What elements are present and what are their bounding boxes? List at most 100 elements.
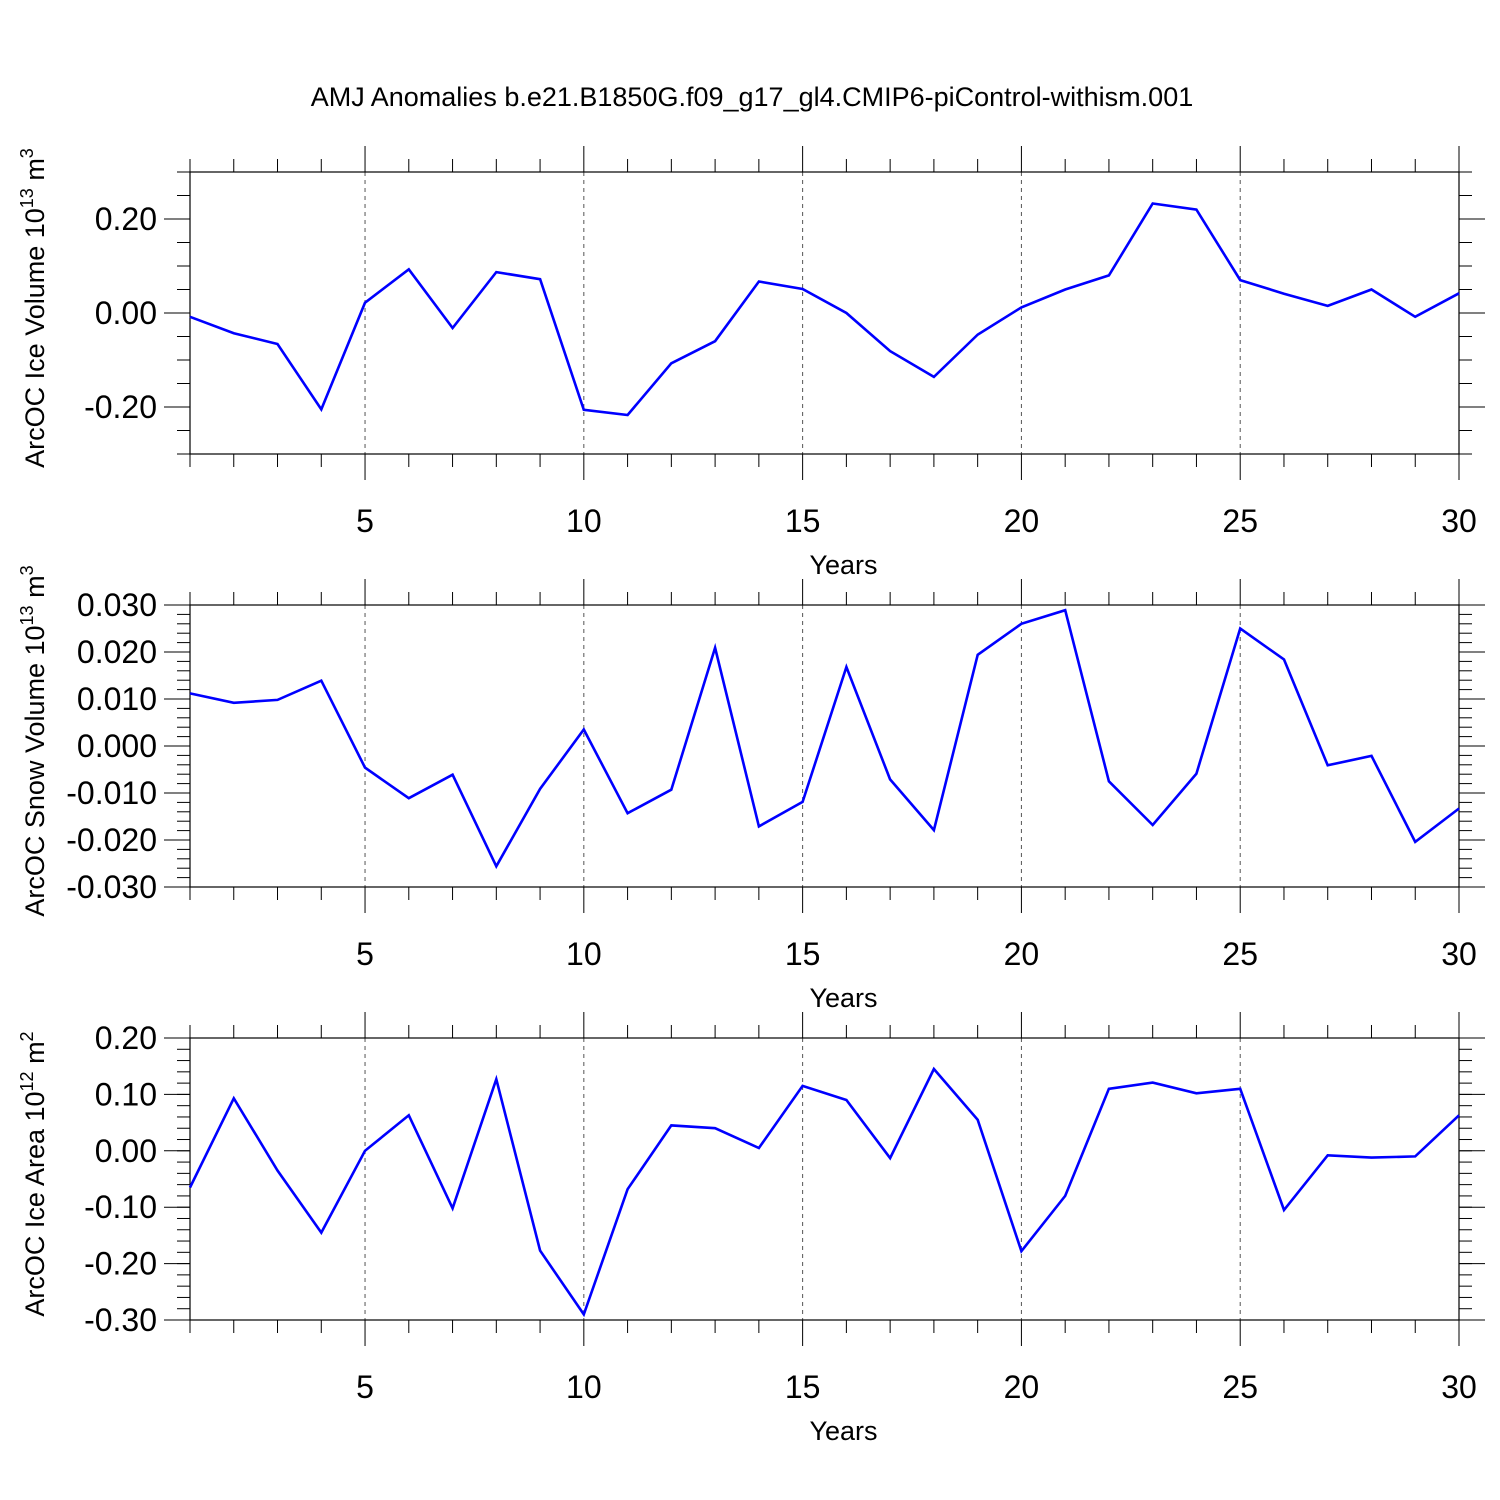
- data-point: [801, 1084, 805, 1088]
- y-axis-label: ArcOC Ice Area 1012 m2: [17, 1031, 50, 1316]
- x-tick-label: 5: [356, 936, 374, 972]
- data-point: [976, 1118, 980, 1122]
- data-point: [1326, 763, 1330, 767]
- y-tick-label: 0.000: [77, 728, 157, 764]
- data-point: [451, 1206, 455, 1210]
- data-point: [451, 326, 455, 330]
- data-point: [407, 267, 411, 271]
- y-tick-label: 0.20: [95, 201, 157, 237]
- data-point: [582, 1312, 586, 1316]
- data-point: [232, 331, 236, 335]
- data-point: [276, 1169, 280, 1173]
- data-point: [232, 1096, 236, 1100]
- data-point: [319, 679, 323, 683]
- data-point: [976, 333, 980, 337]
- series-line: [189, 608, 1460, 870]
- series-line: [189, 202, 1460, 417]
- data-point: [1282, 1208, 1286, 1212]
- data-point: [232, 701, 236, 705]
- data-point: [276, 698, 280, 702]
- data-point: [1194, 208, 1198, 212]
- data-point: [1457, 291, 1461, 295]
- x-axis-label: Years: [809, 1416, 877, 1446]
- data-point: [276, 342, 280, 346]
- data-point: [976, 653, 980, 657]
- data-point: [1238, 278, 1242, 282]
- data-point: [1238, 627, 1242, 631]
- data-point: [319, 1231, 323, 1235]
- x-tick-label: 30: [1441, 1369, 1477, 1405]
- data-point: [713, 339, 717, 343]
- data-point: [713, 1126, 717, 1130]
- x-tick-label: 30: [1441, 936, 1477, 972]
- x-tick-label: 25: [1222, 1369, 1258, 1405]
- data-point: [1369, 754, 1373, 758]
- x-tick-label: 30: [1441, 503, 1477, 539]
- data-point: [1107, 779, 1111, 783]
- data-point: [582, 408, 586, 412]
- x-tick-label: 10: [566, 503, 602, 539]
- data-point: [1282, 658, 1286, 662]
- data-point: [757, 280, 761, 284]
- data-point: [888, 349, 892, 353]
- data-point: [538, 787, 542, 791]
- data-point: [494, 864, 498, 868]
- data-point: [538, 1249, 542, 1253]
- plot-frame: [189, 171, 1460, 455]
- y-tick-label: -0.20: [84, 1246, 157, 1282]
- data-point: [1019, 305, 1023, 309]
- data-point: [626, 413, 630, 417]
- data-point: [363, 1149, 367, 1153]
- data-point: [1413, 315, 1417, 319]
- data-point: [844, 665, 848, 669]
- data-point: [1457, 807, 1461, 811]
- y-tick-label: 0.20: [95, 1020, 157, 1056]
- data-point: [844, 1098, 848, 1102]
- data-point: [1194, 772, 1198, 776]
- data-point: [1151, 1081, 1155, 1085]
- chart-title: AMJ Anomalies b.e21.B1850G.f09_g17_gl4.C…: [311, 82, 1193, 112]
- data-point: [1369, 1156, 1373, 1160]
- data-point: [844, 311, 848, 315]
- data-point: [451, 773, 455, 777]
- y-tick-label: 0.00: [95, 1133, 157, 1169]
- y-tick-label: 0.10: [95, 1076, 157, 1112]
- data-point: [1019, 622, 1023, 626]
- data-point: [626, 811, 630, 815]
- data-point: [932, 828, 936, 832]
- data-point: [669, 361, 673, 365]
- x-tick-label: 20: [1004, 936, 1040, 972]
- data-point: [407, 796, 411, 800]
- data-point: [1151, 201, 1155, 205]
- chart-panel-1: -0.20 0.00 0.20 5 10 15 20 25 30 Years ArcOC Ice V…: [17, 146, 1485, 580]
- data-point: [1282, 292, 1286, 296]
- data-point: [363, 766, 367, 770]
- data-point: [801, 287, 805, 291]
- data-point: [1107, 273, 1111, 277]
- data-point: [582, 728, 586, 732]
- x-tick-label: 15: [785, 503, 821, 539]
- y-tick-label: 0.030: [77, 587, 157, 623]
- data-point: [888, 777, 892, 781]
- data-point: [801, 800, 805, 804]
- data-point: [1019, 1249, 1023, 1253]
- data-point: [363, 301, 367, 305]
- data-point: [1238, 1087, 1242, 1091]
- data-point: [1457, 1113, 1461, 1117]
- data-point: [1151, 823, 1155, 827]
- y-tick-label: -0.010: [66, 775, 157, 811]
- data-point: [1063, 1194, 1067, 1198]
- x-tick-label: 25: [1222, 936, 1258, 972]
- y-tick-label: 0.00: [95, 295, 157, 331]
- chart-panel-3: -0.30 -0.20 -0.10 0.00 0.10 0.20 5 10 15 20 25 30 Ye…: [17, 1012, 1485, 1446]
- y-tick-label: -0.30: [84, 1302, 157, 1338]
- y-tick-label: -0.20: [84, 389, 157, 425]
- x-tick-label: 20: [1004, 503, 1040, 539]
- data-point: [757, 1146, 761, 1150]
- x-tick-label: 5: [356, 503, 374, 539]
- data-point: [888, 1156, 892, 1160]
- data-point: [1413, 840, 1417, 844]
- series-line: [188, 1066, 1460, 1318]
- data-point: [1326, 1153, 1330, 1157]
- x-tick-label: 10: [566, 1369, 602, 1405]
